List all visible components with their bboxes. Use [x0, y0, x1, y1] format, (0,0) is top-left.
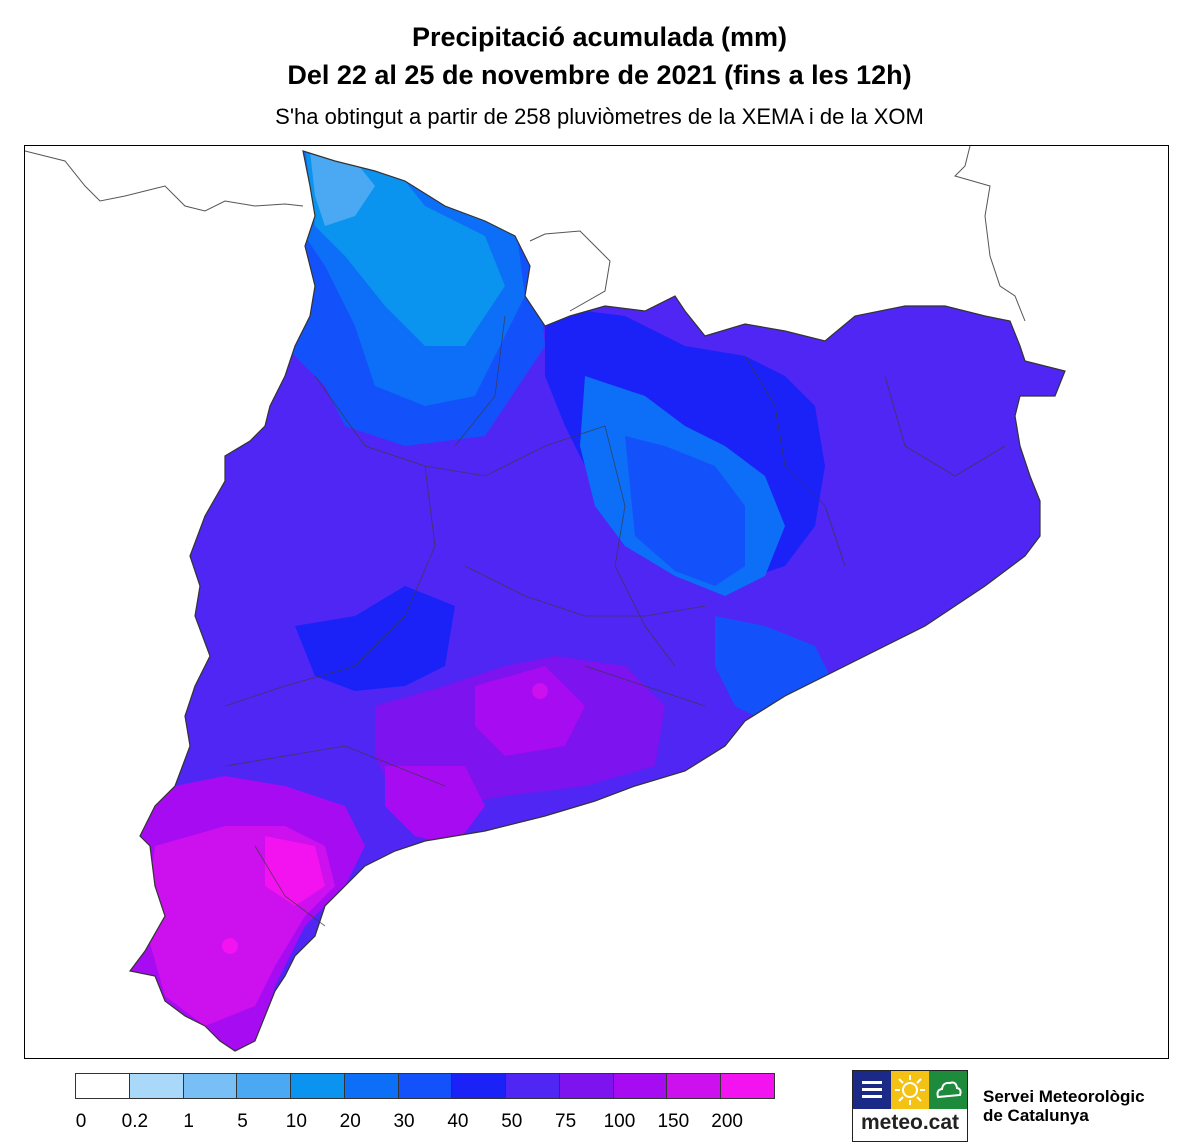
legend-swatch	[237, 1074, 292, 1098]
logo-cloud-icon	[929, 1071, 967, 1109]
legend-swatch	[291, 1074, 345, 1098]
legend-colorbar	[75, 1073, 775, 1099]
precipitation-fill	[130, 151, 1065, 1051]
meteocat-logo: meteo.cat	[852, 1070, 968, 1142]
map-date-range: Del 22 al 25 de novembre de 2021 (fins a…	[287, 60, 912, 90]
catalonia-map-svg	[25, 146, 1066, 1052]
legend-tick-label: 0	[75, 1111, 87, 1132]
legend-tick-label: 5	[237, 1111, 248, 1132]
france-border	[25, 150, 304, 212]
legend-swatch	[129, 1074, 184, 1098]
legend-swatch	[344, 1074, 399, 1098]
map-source-note: S'ha obtingut a partir de 258 pluviòmetr…	[275, 104, 924, 129]
east-border	[954, 146, 1026, 322]
legend-tick-label: 100	[603, 1111, 636, 1132]
legend-swatch	[721, 1074, 774, 1098]
legend-swatch	[398, 1074, 453, 1098]
legend-tick-label: 1	[183, 1111, 194, 1132]
legend-tick-label: 40	[447, 1111, 469, 1132]
legend-tick-label: 20	[339, 1111, 361, 1132]
comarca-borders	[224, 315, 1006, 927]
legend-tick-label: 10	[285, 1111, 307, 1132]
legend-tick-label: 75	[555, 1111, 577, 1132]
legend-swatch	[452, 1074, 507, 1098]
legend-swatch	[559, 1074, 614, 1098]
legend-swatch	[667, 1074, 722, 1098]
legend-tick-label: 0.2	[121, 1111, 149, 1132]
legend-swatch	[506, 1074, 560, 1098]
legend-tick-label: 150	[657, 1111, 690, 1132]
legend-swatch	[76, 1074, 130, 1098]
logo-text: meteo.cat	[860, 1111, 960, 1134]
logo-sun-icon	[891, 1071, 929, 1109]
map-title: Precipitació acumulada (mm)	[411, 22, 788, 52]
precipitation-map	[24, 145, 1169, 1059]
legend-swatch	[183, 1074, 238, 1098]
organization-name-line1: Servei Meteorològic	[983, 1087, 1145, 1106]
legend-tick-label: 200	[711, 1111, 743, 1132]
legend-tick-label: 30	[393, 1111, 415, 1132]
organization-name-line2: de Catalunya	[983, 1106, 1089, 1125]
andorra-border	[529, 230, 611, 312]
logo-menu-icon	[853, 1071, 891, 1109]
legend-tick-label: 50	[501, 1111, 523, 1132]
legend-swatch	[613, 1074, 668, 1098]
